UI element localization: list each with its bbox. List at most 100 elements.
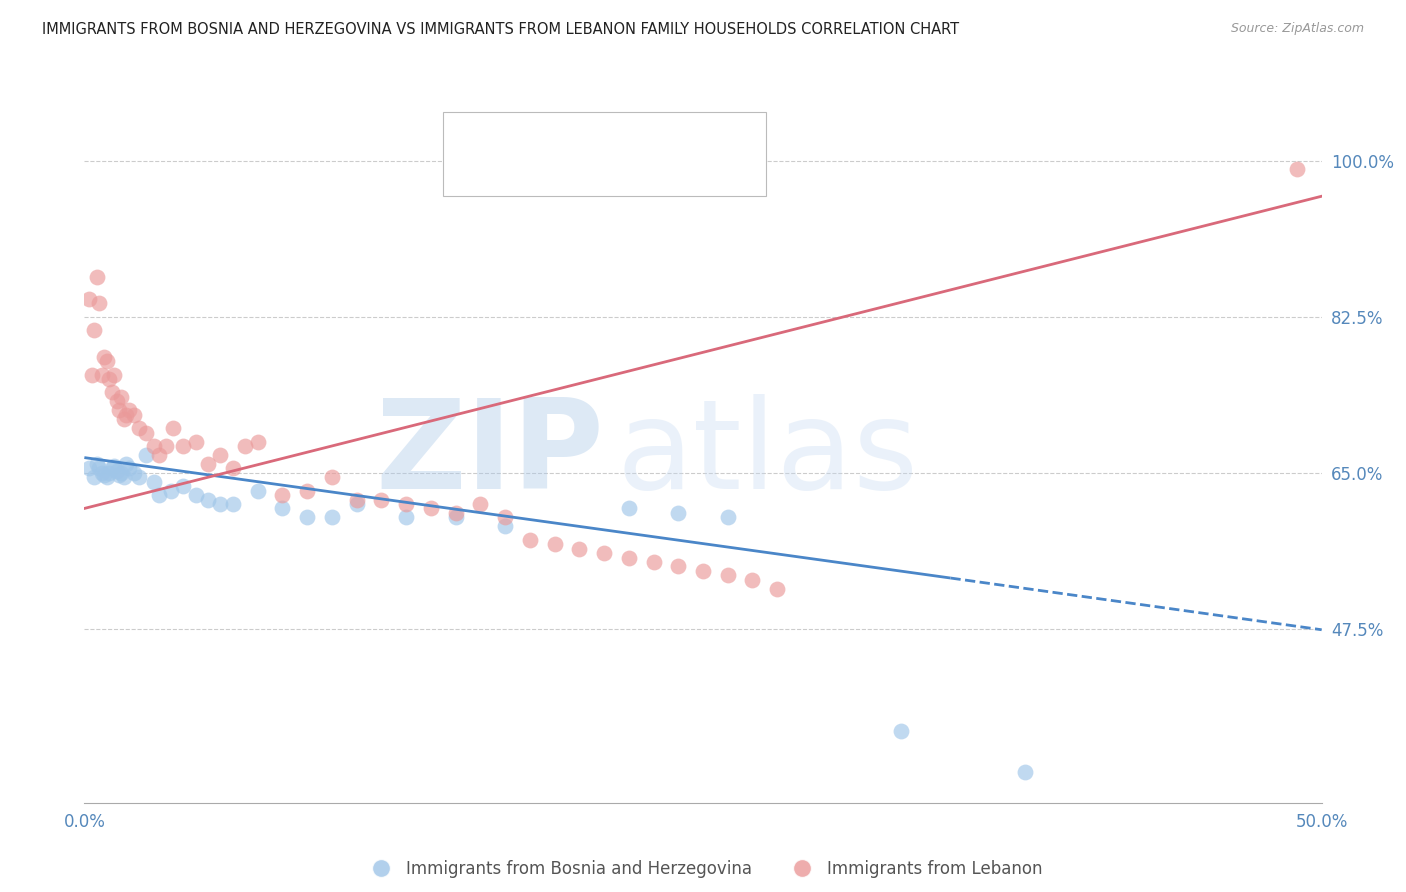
- Point: [135, 425, 157, 440]
- Point: [209, 497, 232, 511]
- Point: [295, 510, 318, 524]
- Text: Source: ZipAtlas.com: Source: ZipAtlas.com: [1230, 22, 1364, 36]
- Point: [717, 568, 740, 582]
- Point: [494, 510, 516, 524]
- FancyBboxPatch shape: [453, 123, 496, 151]
- Point: [568, 541, 591, 556]
- Point: [93, 350, 115, 364]
- Point: [83, 470, 105, 484]
- Text: atlas: atlas: [616, 394, 918, 516]
- Point: [90, 368, 112, 382]
- Point: [112, 470, 135, 484]
- Point: [155, 439, 177, 453]
- Point: [890, 724, 912, 739]
- Point: [209, 448, 232, 462]
- Point: [222, 497, 245, 511]
- Point: [271, 488, 294, 502]
- Point: [395, 510, 418, 524]
- Point: [86, 457, 108, 471]
- Point: [172, 439, 194, 453]
- Point: [115, 457, 138, 471]
- Point: [79, 292, 101, 306]
- Point: [593, 546, 616, 560]
- Point: [666, 559, 689, 574]
- Point: [80, 368, 103, 382]
- Text: R =  0.425: R = 0.425: [506, 161, 606, 179]
- Point: [103, 368, 125, 382]
- Point: [89, 296, 111, 310]
- Text: ZIP: ZIP: [375, 394, 605, 516]
- Point: [162, 421, 184, 435]
- Point: [617, 550, 640, 565]
- Point: [108, 467, 131, 482]
- Point: [93, 467, 115, 482]
- Point: [108, 403, 131, 417]
- Point: [1285, 162, 1308, 177]
- Point: [494, 519, 516, 533]
- Point: [419, 501, 441, 516]
- Point: [122, 466, 145, 480]
- Point: [142, 475, 165, 489]
- Point: [115, 408, 138, 422]
- Text: N = 53: N = 53: [651, 161, 718, 179]
- Point: [222, 461, 245, 475]
- Point: [321, 510, 343, 524]
- Text: N = 40: N = 40: [651, 128, 718, 146]
- Point: [295, 483, 318, 498]
- Point: [89, 461, 111, 475]
- Point: [110, 466, 132, 480]
- Point: [148, 448, 170, 462]
- Point: [105, 394, 128, 409]
- Point: [98, 372, 121, 386]
- Point: [346, 497, 368, 511]
- Point: [98, 466, 121, 480]
- Point: [184, 488, 207, 502]
- Point: [148, 488, 170, 502]
- Point: [122, 408, 145, 422]
- Point: [184, 434, 207, 449]
- Point: [135, 448, 157, 462]
- Point: [717, 510, 740, 524]
- Point: [741, 573, 763, 587]
- Point: [444, 506, 467, 520]
- Point: [110, 390, 132, 404]
- Point: [370, 492, 392, 507]
- Point: [103, 458, 125, 473]
- Point: [246, 434, 269, 449]
- Point: [79, 461, 101, 475]
- Point: [246, 483, 269, 498]
- Point: [470, 497, 492, 511]
- Point: [666, 506, 689, 520]
- Point: [197, 457, 219, 471]
- Point: [692, 564, 714, 578]
- Point: [128, 470, 150, 484]
- Point: [271, 501, 294, 516]
- Point: [100, 385, 122, 400]
- Point: [112, 412, 135, 426]
- Point: [96, 354, 118, 368]
- Point: [83, 323, 105, 337]
- Point: [643, 555, 665, 569]
- Point: [142, 439, 165, 453]
- Point: [346, 492, 368, 507]
- Legend: Immigrants from Bosnia and Herzegovina, Immigrants from Lebanon: Immigrants from Bosnia and Herzegovina, …: [357, 854, 1049, 885]
- Point: [233, 439, 256, 453]
- Point: [197, 492, 219, 507]
- Point: [96, 470, 118, 484]
- Point: [395, 497, 418, 511]
- Point: [519, 533, 541, 547]
- Text: R = -0.390: R = -0.390: [506, 128, 606, 146]
- Point: [766, 582, 789, 596]
- Point: [617, 501, 640, 516]
- FancyBboxPatch shape: [453, 157, 496, 185]
- Point: [118, 403, 141, 417]
- Point: [90, 466, 112, 480]
- Point: [543, 537, 565, 551]
- Point: [128, 421, 150, 435]
- Point: [321, 470, 343, 484]
- Point: [1014, 764, 1036, 779]
- Point: [444, 510, 467, 524]
- Point: [105, 464, 128, 478]
- Point: [86, 269, 108, 284]
- Point: [100, 461, 122, 475]
